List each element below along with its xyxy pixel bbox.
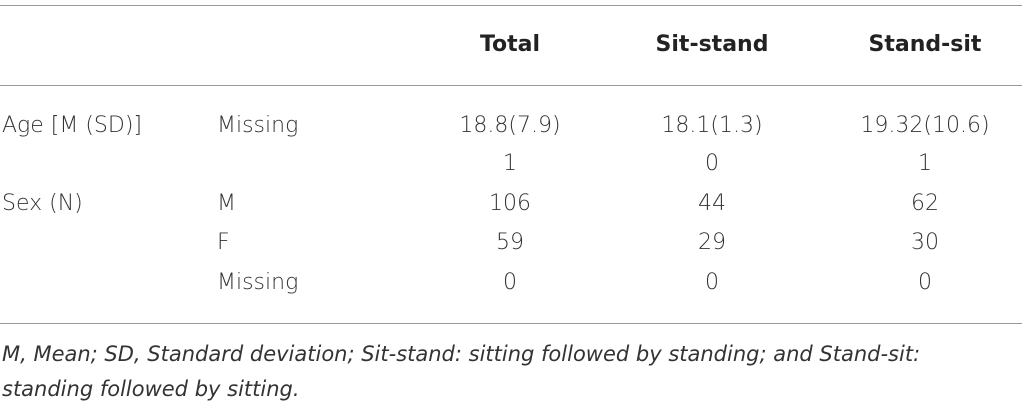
bottom-rule bbox=[0, 323, 1022, 324]
table-cell: 1 bbox=[503, 151, 517, 176]
header-rule bbox=[0, 85, 1022, 86]
table-cell: 62 bbox=[911, 191, 939, 216]
table-cell: 0 bbox=[705, 151, 719, 176]
table-cell: 106 bbox=[489, 191, 531, 216]
table-cell: 0 bbox=[503, 270, 517, 295]
table-cell: Age [M (SD)] bbox=[2, 113, 142, 138]
table-cell: Sex (N) bbox=[2, 191, 83, 216]
column-header: Sit-stand bbox=[655, 32, 769, 57]
table-cell: 29 bbox=[698, 230, 726, 255]
table-cell: Missing bbox=[217, 270, 299, 295]
table-cell: M bbox=[217, 191, 236, 216]
table-cell: 19.32(10.6) bbox=[860, 113, 990, 138]
table-cell: 59 bbox=[496, 230, 524, 255]
table-cell: 0 bbox=[918, 270, 932, 295]
footnote: M, Mean; SD, Standard deviation; Sit-sta… bbox=[2, 342, 921, 401]
table-cell: 44 bbox=[698, 191, 726, 216]
column-header: Total bbox=[479, 32, 541, 57]
top-rule bbox=[0, 5, 1022, 6]
table-cell: 18.8(7.9) bbox=[459, 113, 561, 138]
table-cell: 30 bbox=[911, 230, 939, 255]
table-cell: F bbox=[217, 230, 230, 255]
table-cell: 18.1(1.3) bbox=[661, 113, 763, 138]
table-cell: 0 bbox=[705, 270, 719, 295]
table-cell: 1 bbox=[918, 151, 932, 176]
table-cell: Missing bbox=[217, 113, 299, 138]
column-header: Stand-sit bbox=[868, 32, 982, 57]
